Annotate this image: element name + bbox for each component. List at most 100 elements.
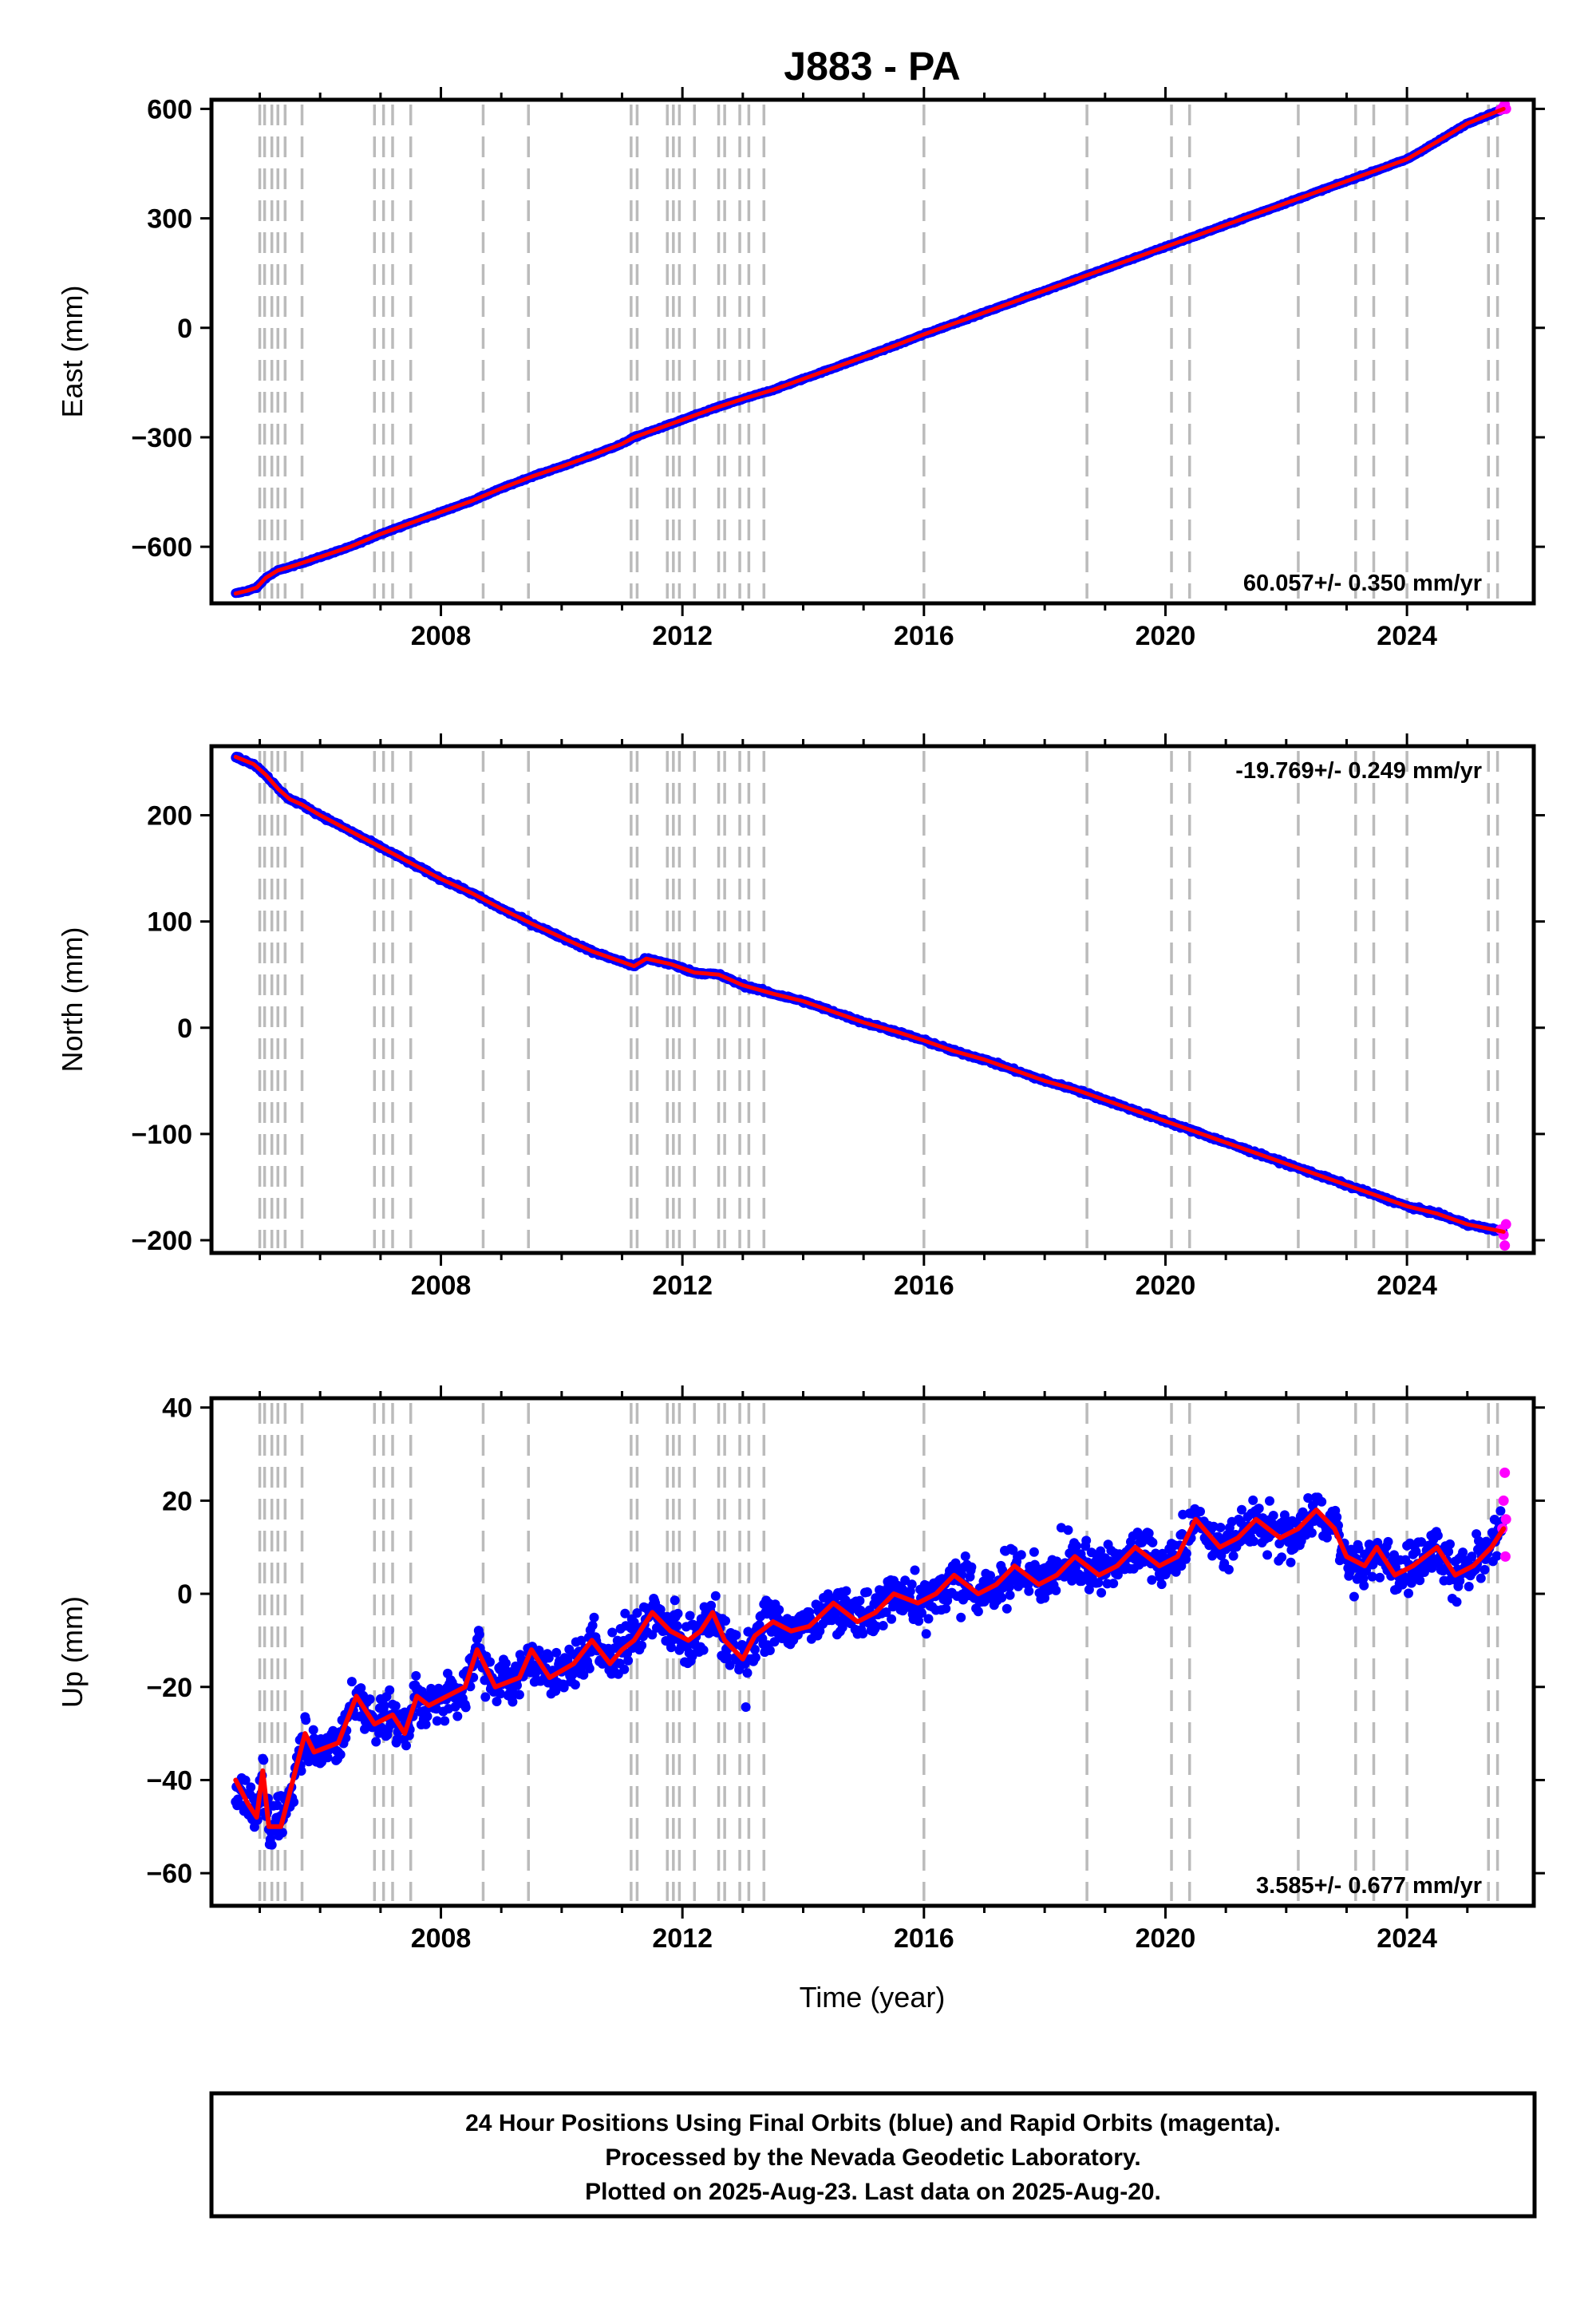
up-final-orbit-point bbox=[722, 1652, 733, 1662]
up-final-orbit-point bbox=[637, 1640, 647, 1650]
up-final-orbit-point bbox=[769, 1637, 780, 1647]
up-final-orbit-point bbox=[986, 1571, 995, 1581]
north-x-tick-label: 2008 bbox=[411, 1271, 472, 1301]
up-plot-area bbox=[231, 1403, 1511, 1901]
east-y-tick-label: −300 bbox=[131, 423, 192, 453]
east-x-tick-label: 2024 bbox=[1377, 621, 1437, 651]
up-final-orbit-point bbox=[379, 1701, 389, 1711]
up-final-orbit-point bbox=[392, 1734, 402, 1745]
up-final-orbit-point bbox=[1029, 1547, 1039, 1557]
up-final-orbit-point bbox=[1051, 1585, 1061, 1595]
north-x-tick-label: 2016 bbox=[894, 1271, 954, 1301]
up-final-orbit-point bbox=[917, 1608, 926, 1618]
east-x-tick-label: 2008 bbox=[411, 621, 472, 651]
north-rate-label: -19.769+/- 0.249 mm/yr bbox=[1235, 758, 1482, 784]
north-y-tick-label: 100 bbox=[147, 907, 192, 938]
east-x-tick-label: 2016 bbox=[894, 621, 954, 651]
up-final-orbit-point bbox=[1262, 1550, 1273, 1560]
up-final-orbit-point bbox=[647, 1630, 658, 1640]
up-final-orbit-point bbox=[1071, 1541, 1081, 1551]
east-plot-area bbox=[231, 100, 1511, 599]
up-final-orbit-point bbox=[1268, 1511, 1278, 1520]
north-y-tick-label: 200 bbox=[147, 801, 192, 832]
up-final-orbit-point bbox=[878, 1621, 888, 1630]
up-final-orbit-point bbox=[887, 1614, 897, 1624]
up-final-orbit-point bbox=[764, 1646, 775, 1655]
up-final-orbit-point bbox=[921, 1629, 931, 1639]
east-rapid-orbit-point bbox=[1500, 103, 1511, 114]
up-final-orbit-point bbox=[371, 1737, 381, 1747]
up-final-orbit-point bbox=[666, 1642, 676, 1653]
up-final-orbit-point bbox=[607, 1627, 618, 1638]
up-final-orbit-point bbox=[551, 1686, 561, 1696]
up-final-orbit-point bbox=[670, 1595, 680, 1606]
up-final-orbit-point bbox=[308, 1725, 318, 1735]
up-final-orbit-point bbox=[1016, 1550, 1026, 1560]
up-final-orbit-point bbox=[411, 1670, 421, 1681]
up-final-orbit-point bbox=[774, 1605, 784, 1615]
up-final-orbit-point bbox=[1277, 1552, 1287, 1563]
up-final-orbit-point bbox=[960, 1551, 970, 1561]
up-final-orbit-point bbox=[1215, 1523, 1226, 1532]
up-final-orbit-point bbox=[698, 1645, 709, 1655]
north-y-tick-label: −200 bbox=[131, 1226, 192, 1256]
east-model-line bbox=[233, 106, 1506, 596]
up-final-orbit-point bbox=[259, 1755, 269, 1765]
up-final-orbit-point bbox=[855, 1595, 865, 1606]
north-final-orbit-points bbox=[231, 751, 1508, 1238]
east-y-tick-label: −600 bbox=[131, 532, 192, 563]
up-final-orbit-point bbox=[619, 1664, 630, 1674]
up-final-orbit-point bbox=[710, 1591, 721, 1601]
up-final-orbit-point bbox=[579, 1670, 589, 1680]
up-final-orbit-point bbox=[422, 1711, 433, 1721]
up-final-orbit-point bbox=[1081, 1535, 1092, 1546]
up-final-orbit-point bbox=[941, 1603, 951, 1614]
east-x-tick-label: 2020 bbox=[1136, 621, 1196, 651]
up-final-orbit-point bbox=[632, 1608, 642, 1618]
north-rapid-orbit-point bbox=[1499, 1240, 1511, 1251]
up-final-orbit-point bbox=[1148, 1537, 1158, 1547]
up-final-orbit-point bbox=[559, 1682, 569, 1693]
up-final-orbit-point bbox=[1084, 1584, 1094, 1595]
up-final-orbit-point bbox=[385, 1685, 395, 1695]
up-final-orbit-point bbox=[289, 1797, 299, 1807]
north-rapid-orbit-point bbox=[1500, 1219, 1511, 1230]
up-final-orbit-point bbox=[551, 1647, 562, 1658]
up-final-orbit-point bbox=[1096, 1587, 1107, 1598]
east-rate-label: 60.057+/- 0.350 mm/yr bbox=[1243, 571, 1482, 596]
up-final-orbit-point bbox=[335, 1749, 346, 1760]
up-final-orbit-point bbox=[725, 1660, 735, 1670]
up-final-orbit-point bbox=[570, 1680, 580, 1690]
up-final-orbit-point bbox=[296, 1766, 306, 1776]
up-final-orbit-point bbox=[620, 1608, 630, 1618]
up-final-orbit-point bbox=[973, 1607, 983, 1617]
north-y-tick-label: 0 bbox=[177, 1014, 192, 1044]
north-x-tick-label: 2012 bbox=[652, 1271, 713, 1301]
up-final-orbit-point bbox=[837, 1622, 847, 1633]
east-x-tick-label: 2012 bbox=[652, 621, 713, 651]
up-final-orbit-point bbox=[907, 1579, 917, 1590]
up-final-orbit-point bbox=[512, 1680, 522, 1690]
east-y-tick-label: 600 bbox=[147, 94, 192, 124]
up-final-orbit-point bbox=[862, 1587, 872, 1597]
north-model-line bbox=[233, 754, 1506, 1234]
up-final-orbit-point bbox=[543, 1653, 554, 1663]
up-final-orbit-point bbox=[623, 1655, 634, 1666]
up-final-orbit-point bbox=[966, 1562, 977, 1572]
east-y-tick-label: 0 bbox=[177, 314, 192, 344]
up-final-orbit-point bbox=[514, 1690, 524, 1700]
up-final-orbit-point bbox=[1248, 1495, 1258, 1505]
up-final-orbit-point bbox=[452, 1711, 463, 1721]
up-final-orbit-point bbox=[841, 1586, 851, 1596]
up-final-orbit-point bbox=[277, 1828, 287, 1838]
east-rapid-orbit-points bbox=[1495, 100, 1511, 115]
up-final-orbit-point bbox=[1228, 1551, 1238, 1561]
up-final-orbit-point bbox=[440, 1716, 450, 1726]
up-final-orbit-point bbox=[1108, 1579, 1119, 1589]
up-final-orbit-point bbox=[460, 1702, 471, 1713]
up-final-orbit-point bbox=[997, 1593, 1007, 1603]
up-final-orbit-point bbox=[500, 1658, 511, 1669]
up-final-orbit-point bbox=[1223, 1564, 1234, 1575]
